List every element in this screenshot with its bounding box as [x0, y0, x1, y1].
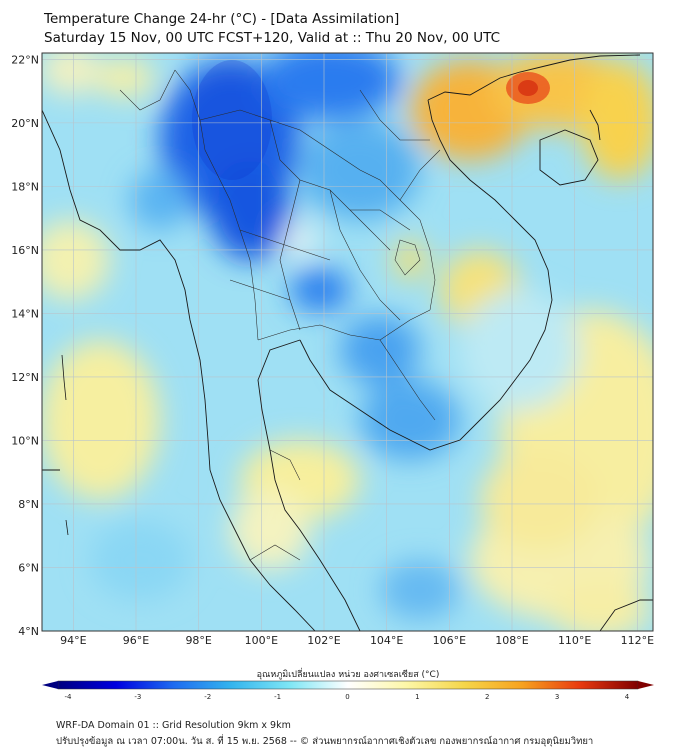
longitude-tick-label: 106°E — [433, 634, 466, 647]
longitude-tick-label: 112°E — [621, 634, 654, 647]
colorbar-tick-label: -3 — [134, 693, 141, 701]
latitude-tick-label: 22°N — [11, 53, 39, 66]
longitude-tick-label: 102°E — [307, 634, 340, 647]
colorbar-max-extend — [638, 681, 654, 689]
longitude-tick-label: 104°E — [370, 634, 403, 647]
colorbar-tick-label: -1 — [274, 693, 281, 701]
colorbar-tick-label: 4 — [625, 693, 630, 701]
colorbar-tick-label: -4 — [65, 693, 73, 701]
map-frame — [41, 52, 654, 632]
latitude-tick-label: 14°N — [11, 307, 39, 320]
colorbar-ticks: -4 -3 -2 -1 0 1 2 3 4 — [65, 693, 630, 701]
footer-domain-info: WRF-DA Domain 01 :: Grid Resolution 9km … — [56, 720, 291, 731]
colorbar-tick-label: 2 — [485, 693, 489, 701]
latitude-tick-label: 10°N — [11, 434, 39, 447]
coastline-borders — [42, 54, 653, 631]
colorbar-label: อุณหภูมิเปลี่ยนแปลง หน่วย องศาเซลเซียส (… — [257, 667, 440, 680]
temperature-field — [42, 53, 653, 631]
longitude-tick-label: 98°E — [185, 634, 211, 647]
colorbar-min-extend — [42, 681, 58, 689]
colorbar-tick-label: 0 — [345, 693, 349, 701]
colorbar-tick-label: -2 — [204, 693, 211, 701]
latitude-tick-label: 4°N — [18, 625, 39, 638]
latitude-tick-label: 18°N — [11, 180, 39, 193]
longitude-tick-label: 108°E — [495, 634, 528, 647]
longitude-ticks: 94°E 96°E 98°E 100°E 102°E 104°E 106°E 108°E 110… — [60, 634, 654, 647]
longitude-tick-label: 94°E — [60, 634, 86, 647]
latitude-tick-label: 20°N — [11, 117, 39, 130]
footer-update-info: ปรับปรุงข้อมูล ณ เวลา 07:00น. วัน ส. ที่… — [56, 736, 594, 747]
latitude-tick-label: 8°N — [18, 498, 39, 511]
latitude-tick-label: 16°N — [11, 244, 39, 257]
colorbar-tick-label: 3 — [555, 693, 559, 701]
admin-borders — [119, 69, 441, 561]
latitude-ticks: 22°N 20°N 18°N 16°N 14°N 12°N 10°N 8°N 6°N 4°N — [11, 53, 39, 638]
map-subtitle: Saturday 15 Nov, 00 UTC FCST+120, Valid … — [44, 30, 501, 46]
colorbar-gradient — [57, 680, 639, 690]
latitude-tick-label: 6°N — [18, 561, 39, 574]
latitude-tick-label: 12°N — [11, 371, 39, 384]
map-title: Temperature Change 24-hr (°C) - [Data As… — [44, 11, 400, 27]
colorbar-tick-label: 1 — [415, 693, 419, 701]
longitude-tick-label: 100°E — [245, 634, 278, 647]
colorbar — [42, 680, 654, 690]
longitude-tick-label: 110°E — [558, 634, 591, 647]
longitude-tick-label: 96°E — [123, 634, 149, 647]
